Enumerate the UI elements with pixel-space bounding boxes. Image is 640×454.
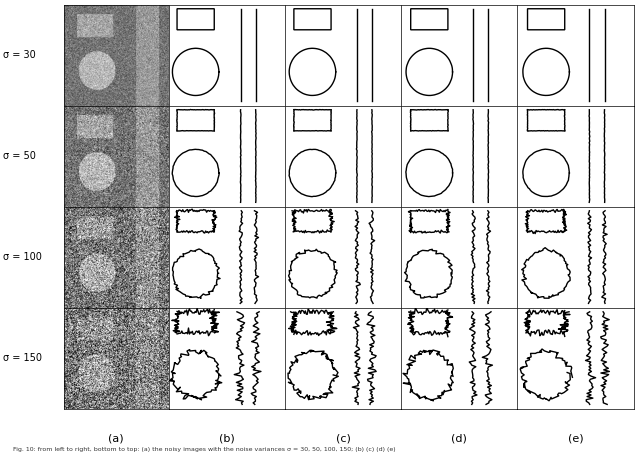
Text: Fig. 10: from left to right, bottom to top: (a) the noisy images with the noise : Fig. 10: from left to right, bottom to t… bbox=[13, 447, 396, 452]
Text: σ = 30: σ = 30 bbox=[3, 50, 36, 60]
Text: (a): (a) bbox=[109, 434, 124, 444]
Text: (e): (e) bbox=[568, 434, 583, 444]
Text: (b): (b) bbox=[219, 434, 235, 444]
Text: (c): (c) bbox=[335, 434, 351, 444]
Text: σ = 50: σ = 50 bbox=[3, 151, 36, 161]
Text: (d): (d) bbox=[451, 434, 467, 444]
Text: σ = 150: σ = 150 bbox=[3, 353, 42, 363]
Text: σ = 100: σ = 100 bbox=[3, 252, 42, 262]
